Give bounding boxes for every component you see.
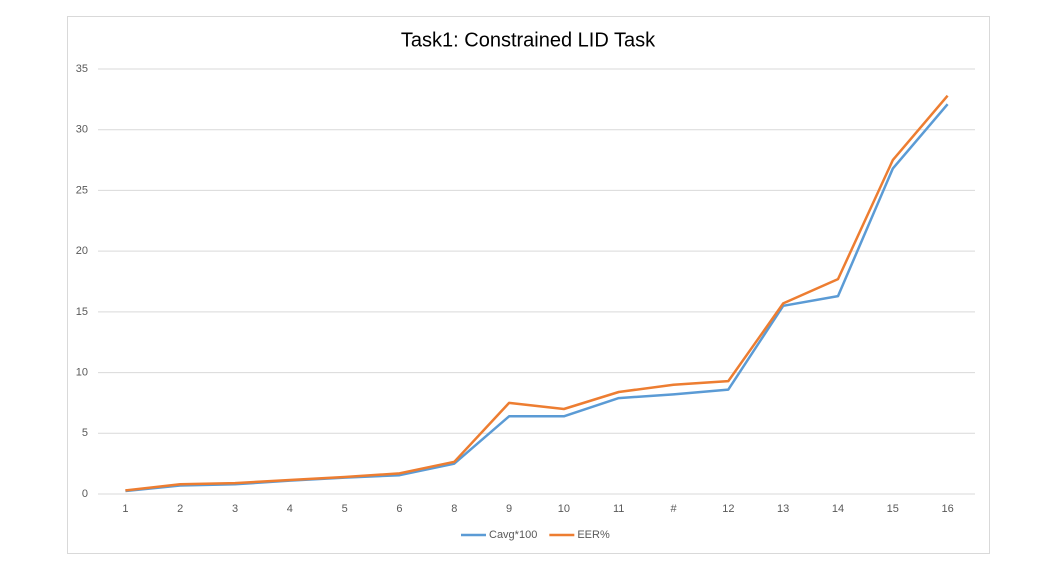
- x-tick-label: 15: [887, 503, 899, 515]
- x-tick-label: 3: [232, 503, 238, 515]
- chart-title: Task1: Constrained LID Task: [401, 29, 656, 51]
- x-tick-label: #: [670, 503, 677, 515]
- x-tick-label: 9: [506, 503, 512, 515]
- y-tick-label: 0: [82, 488, 88, 500]
- y-tick-label: 10: [76, 366, 88, 378]
- y-tick-label: 20: [76, 245, 88, 257]
- x-tick-label: 12: [722, 503, 734, 515]
- x-tick-label: 6: [396, 503, 402, 515]
- y-tick-label: 15: [76, 306, 88, 318]
- series-line: [125, 94, 949, 492]
- x-tick-label: 5: [342, 503, 348, 515]
- x-tick-label: 10: [558, 503, 570, 515]
- y-tick-label: 25: [76, 184, 88, 196]
- x-tick-label: 4: [287, 503, 293, 515]
- y-tick-label: 30: [76, 124, 88, 136]
- x-tick-label: 2: [177, 503, 183, 515]
- x-tick-label: 16: [941, 503, 953, 515]
- x-tick-label: 13: [777, 503, 789, 515]
- x-tick-label: 14: [832, 503, 844, 515]
- chart-frame: [67, 16, 990, 554]
- x-tick-label: 8: [451, 503, 457, 515]
- x-tick-label: 1: [122, 503, 128, 515]
- y-tick-label: 35: [76, 63, 88, 75]
- legend-label: Cavg*100: [489, 529, 537, 541]
- y-tick-label: 5: [82, 427, 88, 439]
- legend-label: EER%: [577, 529, 610, 541]
- x-tick-label: 11: [613, 503, 624, 515]
